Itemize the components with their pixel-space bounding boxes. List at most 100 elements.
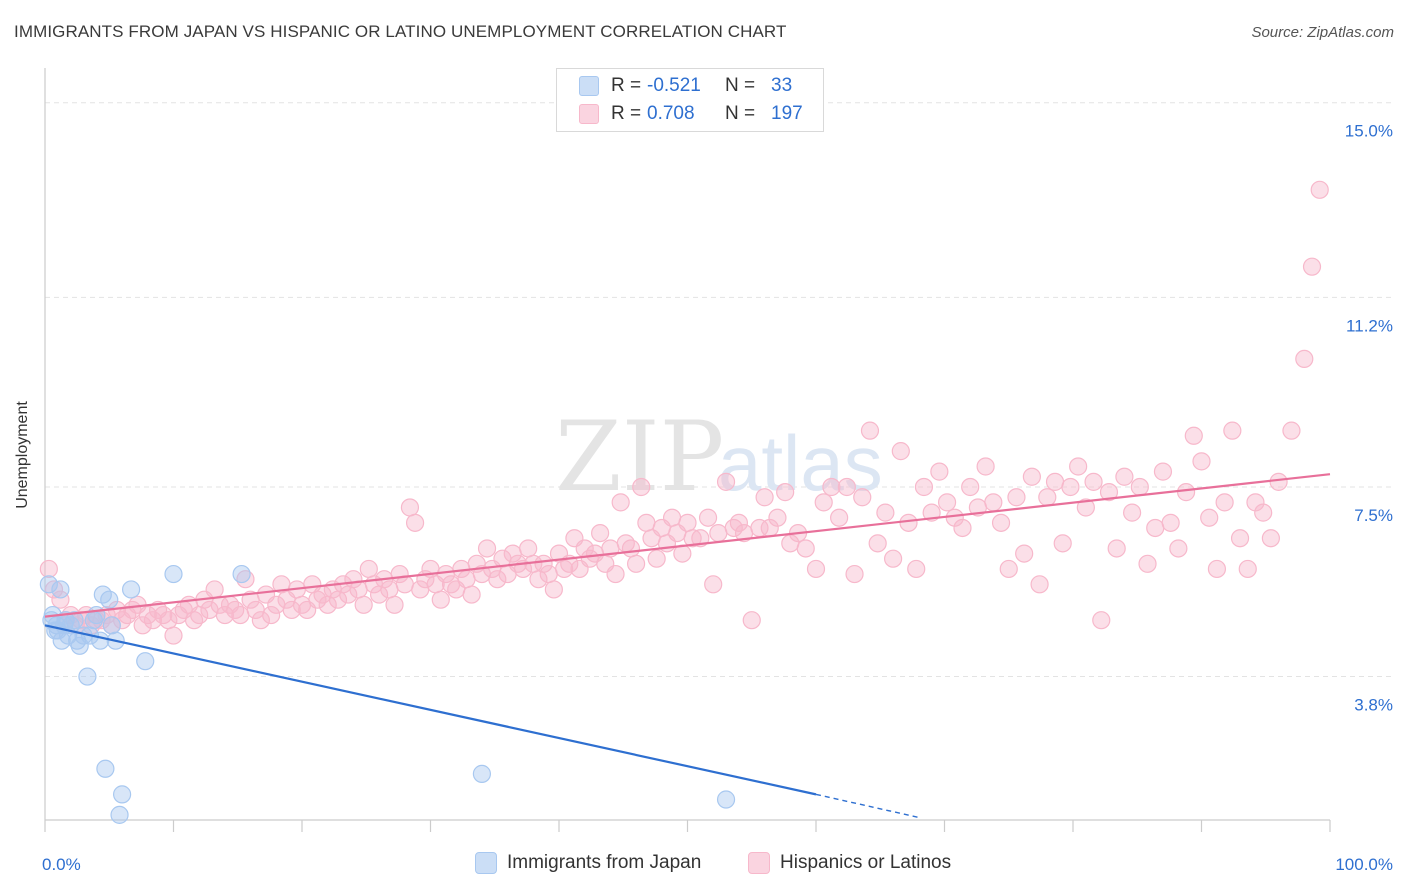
hispanic-point — [1022, 467, 1041, 486]
hispanic-point — [1254, 503, 1273, 522]
hispanic-point — [51, 590, 70, 609]
japan-point — [472, 764, 491, 783]
hispanic-point — [1230, 529, 1250, 548]
r-value: 0.708 — [647, 103, 695, 124]
japan-point — [232, 564, 251, 584]
hispanic-point — [776, 483, 795, 502]
legend-row-hispanic: R = 0.708 N = 197 — [579, 101, 803, 127]
chart-title: IMMIGRANTS FROM JAPAN VS HISPANIC OR LAT… — [14, 22, 787, 41]
hispanic-point — [1045, 472, 1065, 491]
hispanic-point — [632, 477, 651, 497]
source-label: Source: ZipAtlas.com — [1251, 24, 1394, 41]
hispanic-point — [1169, 539, 1188, 558]
y-tick-label: 11.2% — [1346, 316, 1393, 335]
hispanic-point — [683, 529, 702, 548]
hispanic-point — [231, 605, 250, 625]
hispanic-point — [457, 570, 476, 589]
hispanic-point — [678, 513, 697, 532]
hispanic-point — [133, 616, 152, 635]
hispanic-point — [837, 477, 856, 497]
n-label: N = — [725, 103, 756, 124]
hispanic-point — [704, 575, 723, 594]
hispanic-point — [1115, 467, 1134, 486]
hispanic-point — [1053, 534, 1072, 553]
hispanic-point — [359, 559, 378, 579]
hispanic-point — [606, 564, 625, 584]
r-value: -0.521 — [647, 75, 701, 96]
r-label: R = — [611, 103, 642, 124]
japan-point — [91, 631, 110, 650]
watermark-zip: ZIP — [555, 401, 724, 513]
hispanic-point — [215, 605, 234, 625]
x-tick-label: 0.0% — [42, 855, 81, 874]
hispanic-point — [405, 513, 425, 532]
japan-point — [102, 616, 121, 635]
hispanic-point — [729, 513, 749, 532]
hispanic-point — [1192, 452, 1211, 471]
hispanic-point — [1295, 349, 1314, 369]
hispanic-point — [1069, 457, 1088, 476]
hispanic-point — [611, 493, 630, 512]
japan-point — [100, 590, 119, 609]
hispanic-point — [380, 580, 399, 599]
japan-point — [136, 652, 155, 671]
hispanic-point — [44, 580, 64, 599]
hispanic-point — [1061, 477, 1080, 497]
japan-point — [112, 785, 132, 804]
hispanic-point — [830, 508, 849, 527]
hispanic-point — [853, 488, 872, 507]
hispanic-point — [796, 539, 815, 558]
japan-legend-swatch — [475, 852, 497, 874]
axes — [44, 68, 1331, 832]
hispanic-point — [930, 462, 949, 481]
tick-labels: 3.8% 7.5% 11.2% 15.0% 0.0% 100.0% — [42, 122, 1393, 874]
hispanic-point — [984, 493, 1003, 512]
hispanic-point — [1092, 611, 1111, 630]
hispanic-point — [883, 549, 903, 568]
hispanic-point — [154, 605, 173, 625]
japan-point — [65, 611, 84, 630]
hispanic-point — [999, 559, 1018, 579]
legend-item-japan[interactable]: Immigrants from Japan — [475, 852, 701, 874]
japan-point — [39, 575, 58, 594]
hispanic-point — [742, 611, 761, 630]
hispanic-point — [914, 477, 934, 497]
hispanic-point — [698, 508, 718, 527]
hispanic-point — [899, 513, 918, 532]
hispanic-point — [1138, 554, 1157, 573]
hispanic-point — [937, 493, 957, 512]
y-tick-label: 15.0% — [1345, 122, 1393, 141]
hispanic-point — [1269, 472, 1288, 491]
hispanic-point — [1207, 559, 1227, 579]
r-label: R = — [611, 75, 642, 96]
hispanic-point — [488, 570, 507, 589]
hispanic-point — [907, 559, 926, 579]
hispanic-point — [534, 554, 553, 573]
hispanic-point — [544, 580, 563, 599]
hispanic-point — [251, 611, 270, 630]
hispanic-point — [184, 611, 204, 630]
watermark: ZIP atlas — [555, 401, 883, 513]
hispanic-point — [1015, 544, 1034, 563]
hispanic-point — [845, 564, 864, 584]
trend-lines — [44, 473, 1331, 819]
hispanic-point — [1261, 529, 1280, 548]
hispanic-point — [226, 600, 245, 620]
hispanic-point — [1038, 488, 1057, 507]
n-value: 33 — [771, 75, 793, 96]
hispanic-point — [1238, 559, 1257, 579]
hispanic-point — [637, 513, 656, 532]
japan-point — [78, 667, 97, 686]
hispanic-point — [621, 539, 641, 558]
legend-item-hispanic[interactable]: Hispanics or Latinos — [748, 852, 951, 874]
hispanic-point — [262, 605, 281, 625]
hispanic-point — [961, 477, 980, 497]
hispanic-point — [39, 559, 58, 579]
japan-point — [121, 580, 141, 599]
hispanic-point — [755, 488, 774, 507]
hispanic-point — [716, 472, 736, 491]
hispanic-point — [519, 539, 538, 558]
hispanic-point — [976, 457, 995, 476]
hispanic-point — [1310, 180, 1329, 199]
